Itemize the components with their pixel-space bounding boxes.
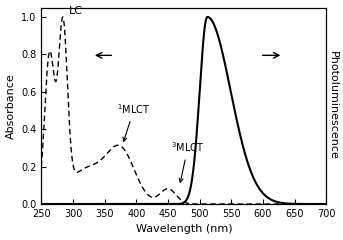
X-axis label: Wavelength (nm): Wavelength (nm)	[135, 224, 232, 234]
Text: $^1$MLCT: $^1$MLCT	[117, 102, 151, 141]
Y-axis label: Photoluminescence: Photoluminescence	[328, 51, 338, 160]
Y-axis label: Absorbance: Absorbance	[5, 73, 15, 139]
Text: $^3$MLCT: $^3$MLCT	[171, 141, 204, 182]
Text: LC: LC	[69, 6, 83, 16]
